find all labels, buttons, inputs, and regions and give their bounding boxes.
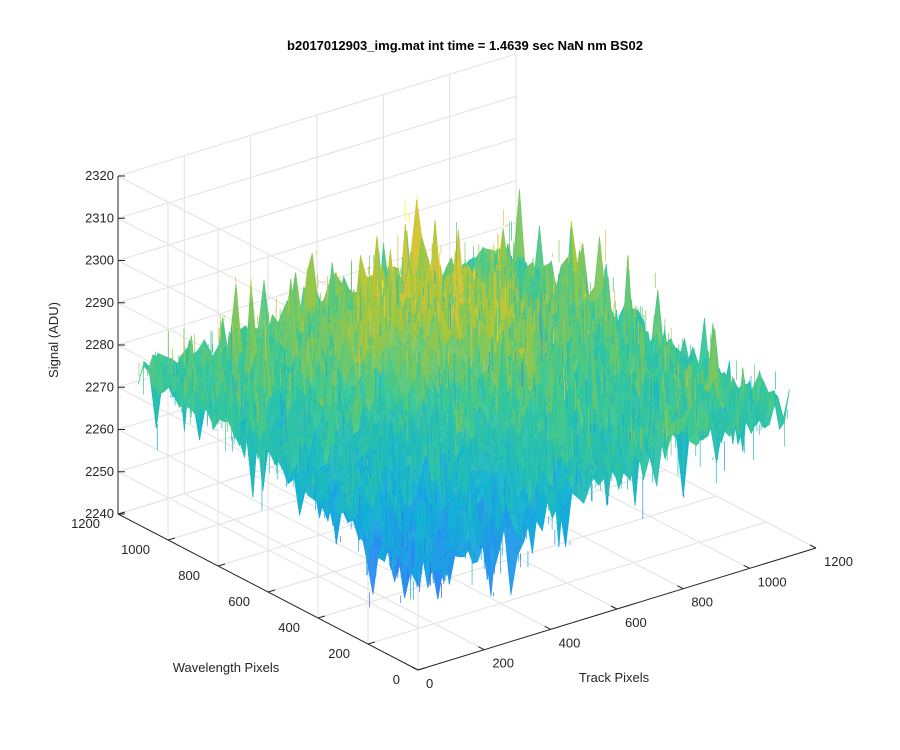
signal-surface bbox=[137, 189, 790, 608]
grid-line bbox=[117, 53, 517, 177]
grid-line bbox=[117, 180, 517, 304]
grid-line bbox=[117, 471, 419, 629]
grid-line bbox=[367, 521, 767, 645]
surface-patch bbox=[525, 509, 538, 554]
grid-line bbox=[117, 95, 517, 219]
surface-patch bbox=[772, 390, 785, 431]
chart-title: b2017012903_img.mat int time = 1.4639 se… bbox=[287, 38, 643, 53]
grid-line bbox=[117, 222, 517, 346]
grid-line bbox=[117, 138, 517, 261]
